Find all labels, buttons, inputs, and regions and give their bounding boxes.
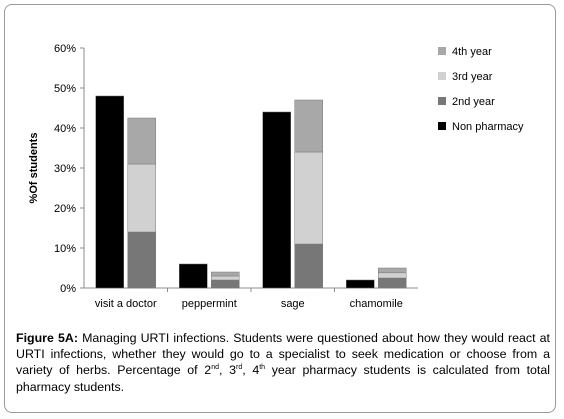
chart-bars (95, 95, 407, 289)
legend-label: 4th year (452, 46, 492, 58)
x-tick-label: chamomile (350, 298, 403, 310)
y-tick-label: 50% (54, 83, 76, 95)
y-tick-label: 40% (54, 123, 76, 135)
figure-caption: Figure 5A: Managing URTI infections. Stu… (16, 330, 550, 395)
caption-sup-1: nd (211, 364, 219, 372)
legend-swatch (438, 47, 446, 55)
stacked-bar-chart: 0% 10% 20% 30% 40% 50% 60% %Of students visit a … (28, 43, 524, 310)
bar-segment-4th-year (378, 267, 407, 274)
bar-non-pharmacy (95, 95, 124, 289)
legend-label: 2nd year (452, 96, 495, 108)
legend-label: 3rd year (452, 71, 493, 83)
bar-segment-3rd-year (127, 163, 156, 233)
caption-sup-2: rd (235, 364, 243, 372)
bar-segment-3rd-year (378, 272, 407, 279)
chart-axes: 0% 10% 20% 30% 40% 50% 60% %Of students visit a … (28, 43, 418, 310)
chart-legend: 4th year 3rd year 2nd year Non pharmacy (438, 46, 524, 133)
bar-segment-4th-year (211, 271, 240, 277)
bar-segment-2nd-year (378, 277, 407, 289)
bar-segment-2nd-year (127, 231, 156, 289)
legend-label: Non pharmacy (452, 121, 524, 133)
bar-non-pharmacy (262, 111, 291, 289)
bar-segment-4th-year (294, 99, 323, 153)
y-tick-label: 30% (54, 163, 76, 175)
bar-segment-4th-year (127, 117, 156, 165)
x-tick-label: visit a doctor (95, 298, 157, 310)
bar-segment-2nd-year (211, 279, 240, 289)
legend-swatch (438, 97, 446, 105)
legend-swatch (438, 122, 446, 130)
legend-swatch (438, 72, 446, 80)
y-tick-label: 20% (54, 203, 76, 215)
caption-text-1: Managing URTI infections. Students were … (16, 331, 550, 378)
caption-sup-3: th (259, 364, 266, 372)
y-tick-label: 60% (54, 43, 76, 55)
y-tick-label: 0% (60, 283, 76, 295)
caption-text-4: year pharmacy students is calculated fro… (16, 363, 550, 394)
bar-segment-3rd-year (211, 275, 240, 281)
bar-segment-2nd-year (294, 243, 323, 289)
bar-segment-3rd-year (294, 151, 323, 245)
y-axis-title: %Of students (28, 133, 40, 204)
caption-text-2: , 3 (218, 363, 236, 378)
bar-non-pharmacy (346, 279, 375, 289)
caption-lead: Figure 5A: (16, 331, 78, 345)
x-tick-label: sage (281, 298, 305, 310)
bar-non-pharmacy (179, 263, 208, 289)
caption-text-3: , 4 (242, 363, 260, 378)
x-tick-label: peppermint (182, 298, 237, 310)
y-tick-label: 10% (54, 243, 76, 255)
